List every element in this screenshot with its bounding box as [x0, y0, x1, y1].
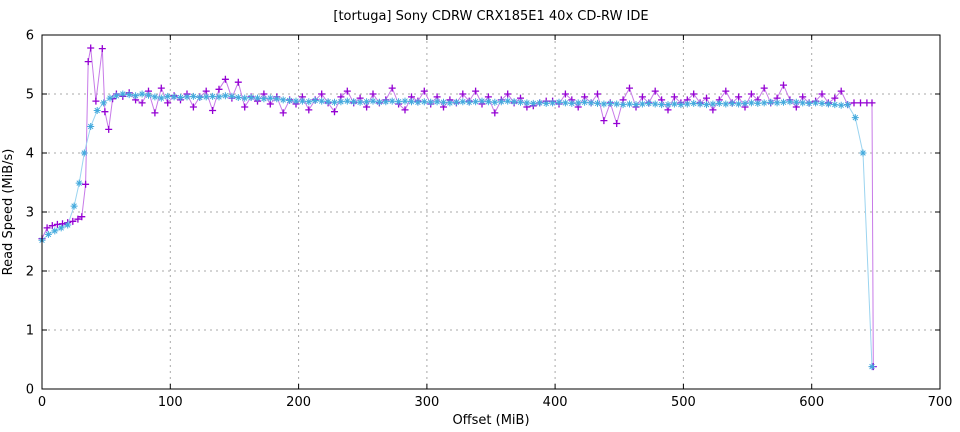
x-axis-label: Offset (MiB)	[452, 413, 529, 428]
x-tick-labels: 0 100 200 300 400 500 600 700	[38, 395, 953, 410]
y-tick-label: 2	[26, 265, 34, 280]
y-axis-label: Read Speed (MiB/s)	[1, 149, 16, 276]
y-tick-label: 1	[26, 324, 34, 339]
series-line-read-speed-smoothed	[41, 93, 873, 367]
x-tick-label: 400	[543, 395, 568, 410]
series-read-speed-smoothed	[38, 90, 876, 371]
x-tick-label: 0	[38, 395, 46, 410]
series-markers-read-speed-raw	[38, 44, 877, 371]
y-tick-label: 4	[26, 147, 34, 162]
x-tick-label: 100	[158, 395, 183, 410]
series-layer	[38, 44, 877, 371]
y-tick-label: 3	[26, 206, 34, 221]
x-tick-label: 500	[671, 395, 696, 410]
y-tick-labels: 0 1 2 3 4 5 6	[26, 29, 34, 398]
x-tick-label: 700	[928, 395, 953, 410]
frame-rect	[41, 34, 941, 390]
x-tick-label: 300	[414, 395, 439, 410]
y-tick-label: 5	[26, 88, 34, 103]
y-tick-label: 6	[26, 29, 34, 44]
plot-frame	[41, 34, 941, 390]
x-tick-label: 200	[286, 395, 311, 410]
series-markers-read-speed-smoothed	[38, 90, 876, 371]
series-read-speed-raw	[38, 44, 877, 371]
chart-title: [tortuga] Sony CDRW CRX185E1 40x CD-RW I…	[333, 9, 648, 24]
y-tick-label: 0	[26, 383, 34, 398]
x-tick-label: 600	[799, 395, 824, 410]
grid-lines	[42, 35, 940, 389]
